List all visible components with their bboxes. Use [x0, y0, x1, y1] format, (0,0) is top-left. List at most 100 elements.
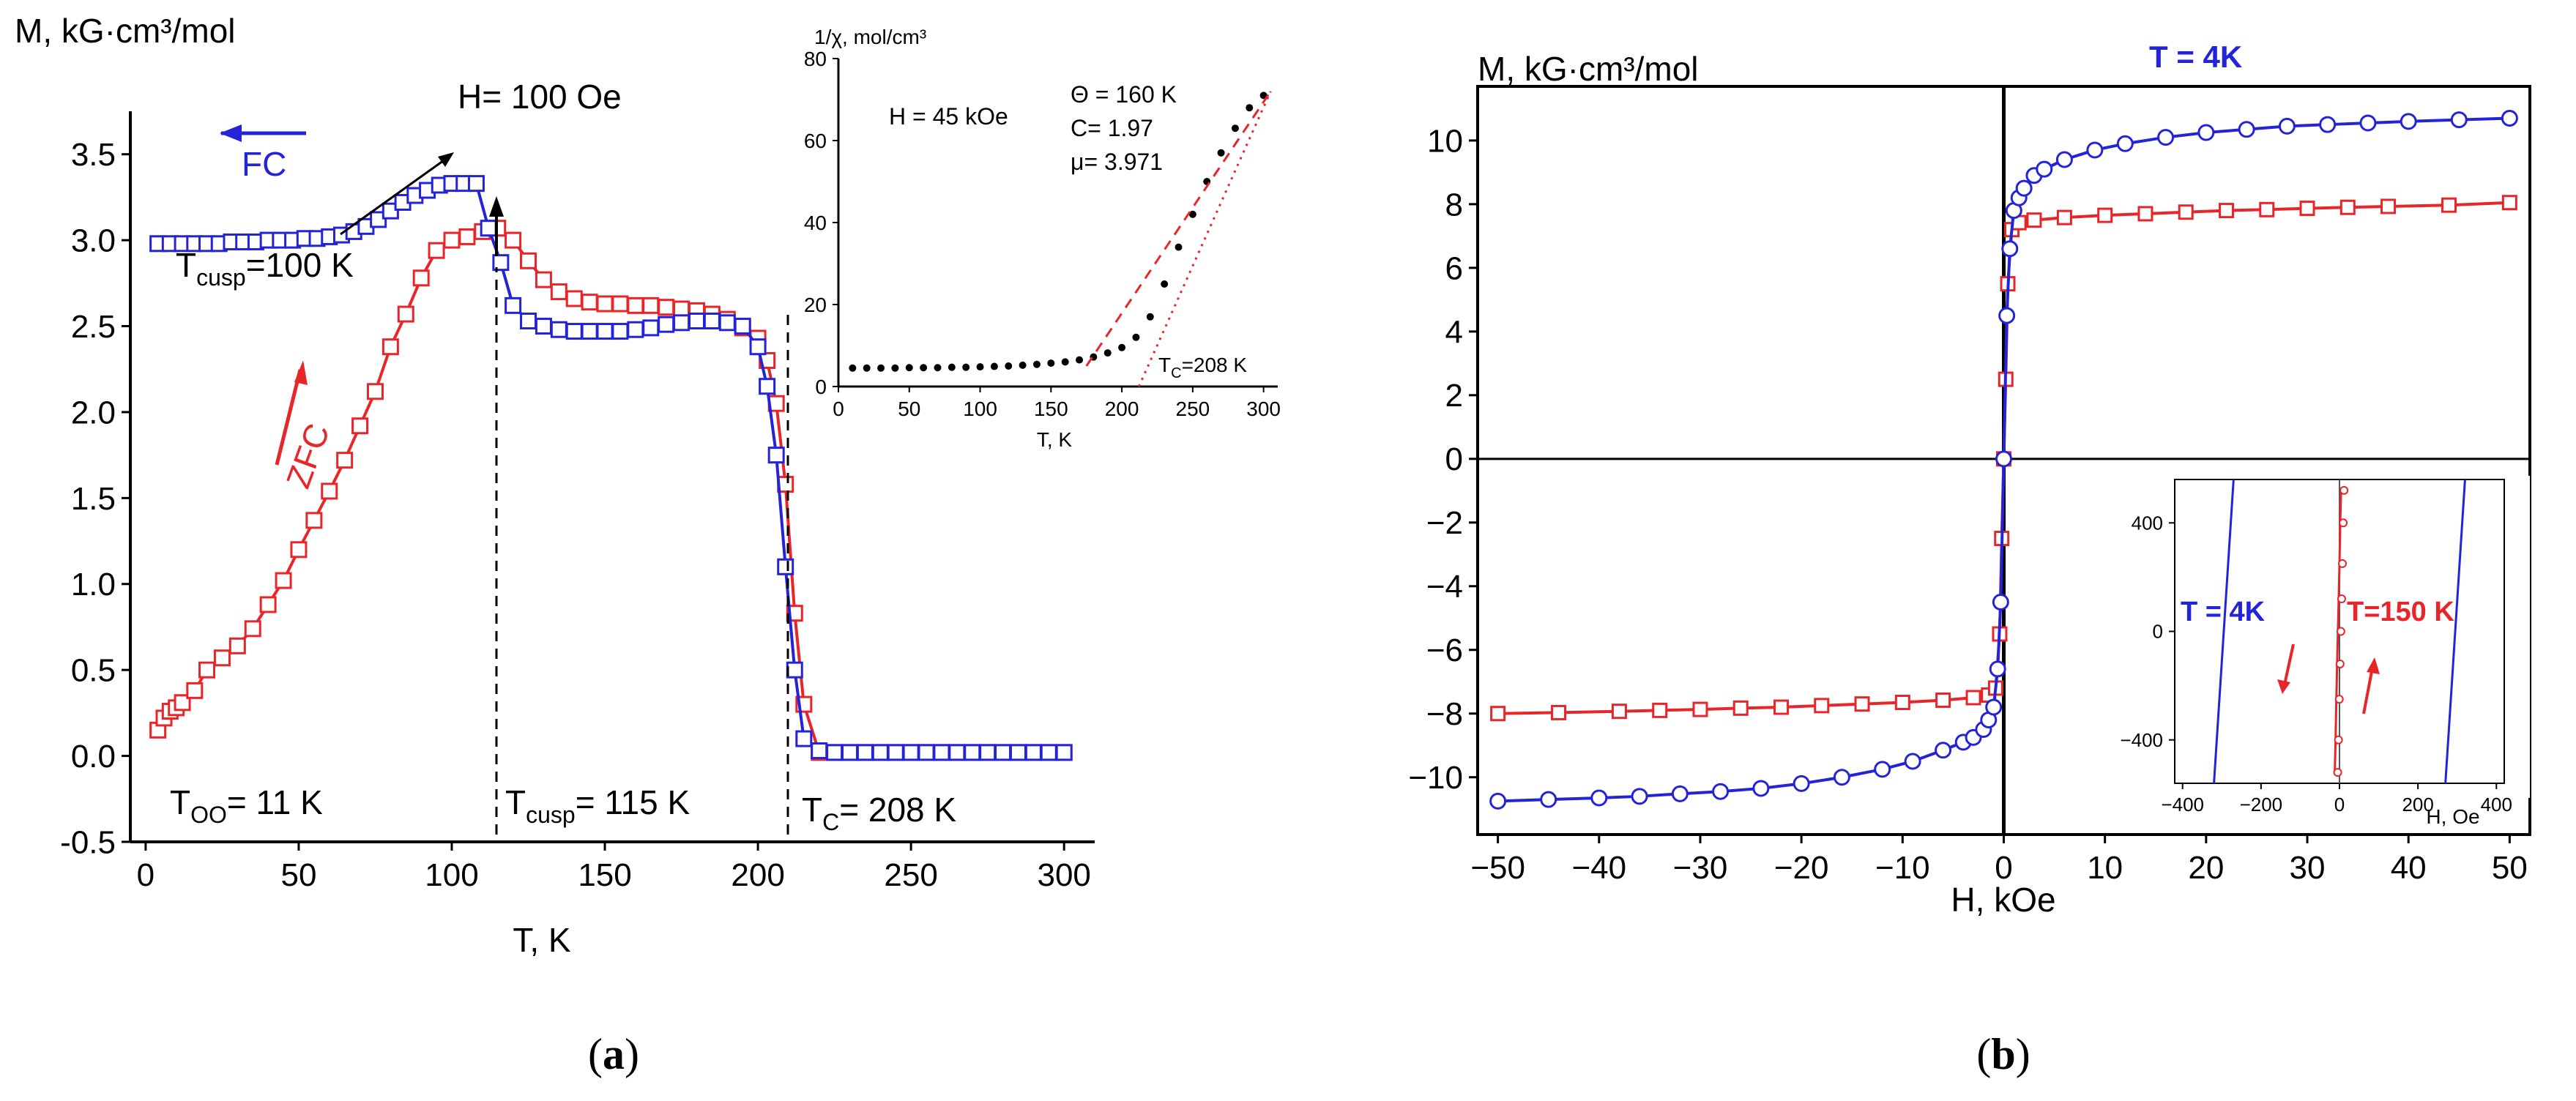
fc-point — [933, 744, 950, 761]
fc-point — [703, 312, 721, 329]
inset-a-x-tick-label: 50 — [898, 398, 920, 420]
t-cusp-zfc-arrow-head — [489, 196, 504, 217]
panel-a-x-tick-label: 200 — [731, 857, 784, 893]
zfc-point — [397, 305, 414, 323]
inset-b-t150-label: T=150 K — [2347, 597, 2454, 627]
hyst-4k-point — [1998, 307, 2016, 324]
zfc-point — [290, 541, 308, 559]
panel-b-x-tick-label: 10 — [2087, 850, 2123, 886]
inset-b-background — [2109, 476, 2530, 798]
hyst-150k-point — [1935, 692, 1951, 708]
fc-point — [658, 316, 675, 333]
inset-b-up-arrow-head — [2367, 657, 2380, 674]
panel-a-y-tick-label: 2.0 — [71, 395, 116, 430]
panel-a: 0 50 100 150 200 250 300 -0.50.00.51.01.52.02.… — [15, 12, 1281, 1078]
inset-a-y-tick-label: 40 — [804, 212, 827, 234]
zfc-point — [186, 682, 204, 699]
panel-a-y-tick-label: 3.5 — [71, 137, 116, 173]
panel-b-x-tick-label: −40 — [1571, 850, 1626, 886]
fc-point — [1055, 744, 1073, 761]
hyst-4k-point — [1590, 789, 1608, 807]
panel-b-x-tick-label: 20 — [2188, 850, 2224, 886]
fc-point — [673, 314, 690, 332]
zfc-point — [366, 383, 384, 400]
hyst-4k-point — [2278, 117, 2296, 135]
fc-point — [642, 319, 660, 337]
hyst-4k-point — [2501, 109, 2518, 127]
panel-a-y-tick-label: 2.5 — [71, 309, 116, 345]
inset-a-y-tick-label: 60 — [804, 130, 827, 152]
panel-b-y-ticks: −10 −8 −6 −4 −2 0 2 4 6 8 10 — [1408, 123, 1478, 796]
inset-b-y-tick-label: −400 — [2120, 729, 2163, 751]
inset-a-marks — [849, 90, 1272, 387]
fc-point — [1040, 744, 1057, 761]
panel-b-marks — [1478, 86, 2530, 835]
panel-b-x-tick-label: −20 — [1774, 850, 1829, 886]
zfc-label: ZFC — [279, 419, 337, 493]
inset-b-x-axis-label: H, Oe — [2426, 805, 2479, 828]
fc-point — [520, 312, 537, 329]
zfc-point — [244, 620, 261, 638]
panel-b-x-tick-label: 40 — [2391, 850, 2427, 886]
inset-a-point — [905, 364, 913, 372]
panel-b-y-tick-label: −8 — [1426, 696, 1463, 732]
inset-b-150k-point — [2333, 768, 2342, 777]
hyst-150k-point — [2339, 199, 2356, 215]
hyst-4k-point — [2055, 151, 2073, 168]
field-label: H= 100 Oe — [458, 78, 622, 116]
panel-a-caption: (a) — [588, 1030, 639, 1078]
panel-b-y-tick-label: 8 — [1445, 187, 1463, 223]
inset-b-y-tick-label: 0 — [2153, 621, 2163, 643]
panel-b-y-tick-label: −4 — [1426, 569, 1463, 605]
inset-a-fit-dotted — [1137, 91, 1272, 387]
inset-a-x-axis-label: T, K — [1037, 428, 1073, 451]
panel-a-y-axis-label: M, kG·cm³/mol — [15, 12, 236, 50]
hyst-150k-point — [2299, 201, 2315, 217]
zfc-point — [351, 417, 369, 435]
inset-a-point — [1246, 104, 1254, 112]
zfc-point — [412, 269, 430, 287]
inset-a-x-tick-label: 200 — [1105, 398, 1139, 420]
inset-a-y-tick-label: 20 — [804, 294, 827, 316]
inset-b-150k-point — [2336, 627, 2345, 636]
t-cusp-zfc-label: Tcusp= 115 K — [505, 783, 690, 828]
hyst-150k-point — [1490, 706, 1506, 722]
inset-a-point — [1132, 333, 1140, 341]
hyst-150k-point — [1692, 701, 1708, 717]
fc-point — [902, 744, 920, 761]
zfc-arrow — [275, 369, 302, 466]
hyst-4k-point — [2400, 113, 2417, 130]
inset-a-point — [1047, 359, 1055, 367]
inset-b-x-tick-label: −400 — [2161, 794, 2204, 816]
fc-point — [611, 323, 629, 340]
hyst-4k-point — [1712, 783, 1730, 800]
hyst-4k-point — [1833, 769, 1850, 786]
panel-b: −50 −40 −30 −20 −10 0 10 20 30 40 50 −10−8−6−4−202… — [1408, 40, 2531, 1078]
hyst-4k-point — [1540, 791, 1557, 808]
panel-b-x-tick-label: 50 — [2492, 850, 2528, 886]
fc-point — [550, 321, 567, 338]
hyst-150k-point — [1814, 698, 1830, 714]
inset-b-y-tick-label: 400 — [2132, 512, 2163, 534]
fc-point — [795, 730, 813, 747]
zfc-point — [259, 596, 277, 613]
fc-point — [1009, 744, 1027, 761]
inset-b-x-tick-label: 200 — [2402, 794, 2433, 816]
inset-a-y-axis-label: 1/χ, mol/cm³ — [814, 26, 926, 48]
inset-a-point — [1103, 349, 1112, 357]
inset-a-theta: Θ = 160 K — [1071, 81, 1177, 108]
zfc-point — [213, 649, 231, 667]
t-oo-annotation: TOO= 11 K — [170, 783, 323, 828]
fc-point — [1024, 744, 1042, 761]
hyst-4k-point — [1985, 698, 2003, 716]
panel-a-axes — [129, 111, 1095, 843]
fc-label: FC — [242, 145, 286, 183]
t-cusp-fc-label: Tcusp=100 K — [176, 246, 354, 291]
inset-a-point — [948, 363, 956, 371]
t-c-label: TC= 208 K — [802, 791, 956, 835]
panel-b-x-tick-label: −10 — [1875, 850, 1930, 886]
zfc-point — [428, 242, 445, 259]
panel-b-x-ticks: −50 −40 −30 −20 −10 0 10 20 30 40 50 — [1470, 835, 2528, 886]
inset-a-point — [920, 364, 928, 372]
hyst-4k-point — [2450, 111, 2468, 129]
